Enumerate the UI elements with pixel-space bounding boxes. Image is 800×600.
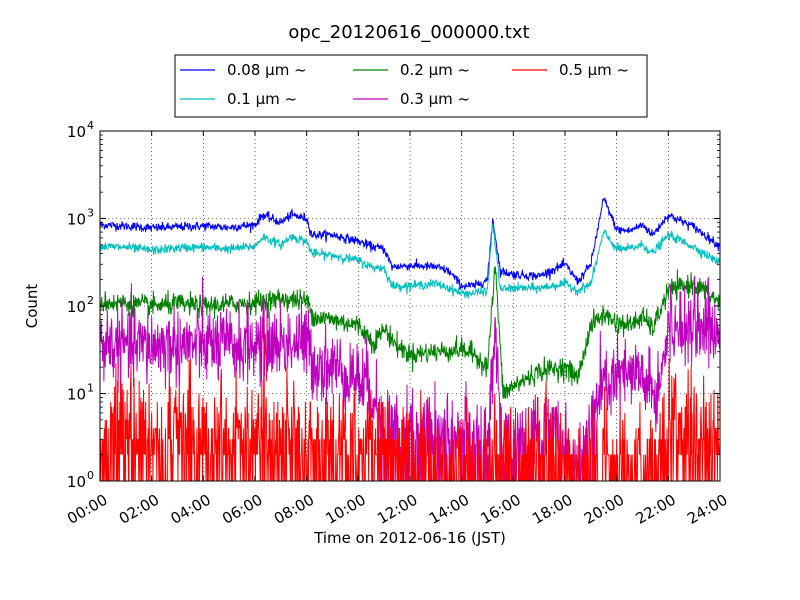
legend-label-3: 0.3 μm ~ (400, 90, 470, 108)
x-axis-label: Time on 2012-06-16 (JST) (313, 529, 506, 547)
series-line-0 (100, 197, 720, 290)
series-line-2 (100, 266, 720, 399)
legend-label-2: 0.2 μm ~ (400, 61, 470, 79)
y-tick-label-exponent: 3 (87, 207, 94, 220)
y-tick-label-exponent: 0 (87, 469, 94, 482)
legend-label-0: 0.08 μm ~ (227, 61, 307, 79)
series-line-4 (100, 319, 720, 481)
chart-title: opc_20120616_000000.txt (288, 22, 529, 43)
y-tick-label-exponent: 1 (87, 382, 94, 395)
series-line-1 (100, 223, 720, 299)
y-tick-label-exponent: 4 (87, 119, 94, 132)
legend-box (174, 54, 648, 118)
legend: 0.08 μm ~ 0.1 μm ~ 0.2 μm ~ 0.3 μm ~ 0.5 μm … (174, 54, 648, 118)
y-tick-label: 10 (67, 473, 86, 491)
y-tick-label-exponent: 2 (87, 294, 94, 307)
legend-label-1: 0.1 μm ~ (227, 90, 297, 108)
y-axis-label: Count (23, 284, 41, 329)
axis-ticks (99, 130, 721, 482)
y-tick-label: 10 (67, 298, 86, 316)
legend-label-4: 0.5 μm ~ (559, 61, 629, 79)
series-line-3 (100, 275, 720, 481)
y-tick-label: 10 (67, 211, 86, 229)
y-tick-label: 10 (67, 386, 86, 404)
y-tick-label: 10 (67, 123, 86, 141)
plot-area (100, 197, 720, 481)
